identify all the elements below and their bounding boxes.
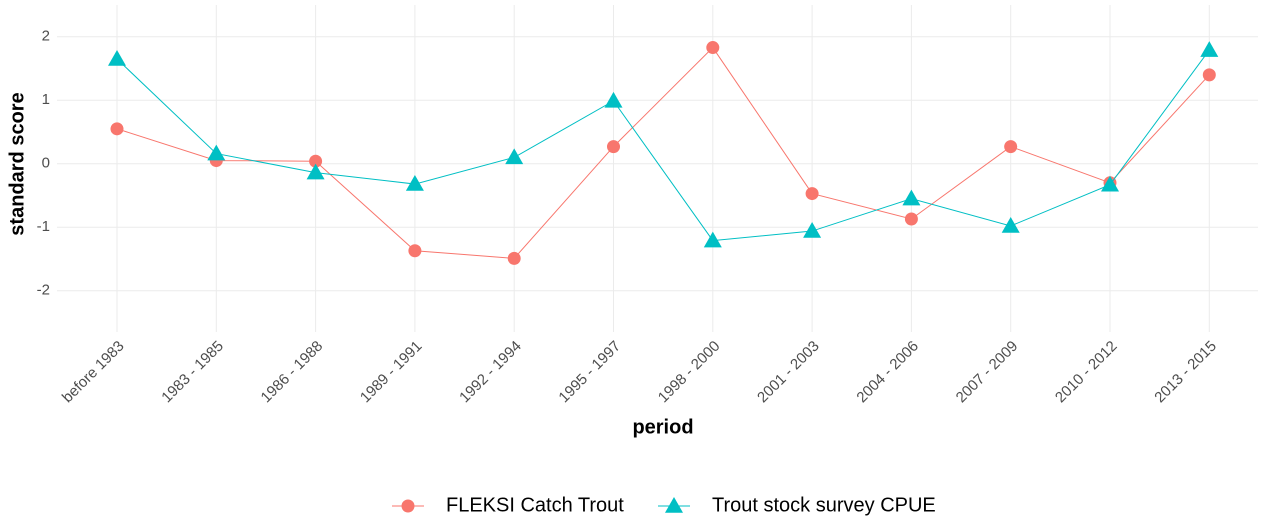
x-tick-label: 1995 - 1997 [555, 338, 624, 407]
point [405, 175, 424, 191]
point [902, 189, 921, 206]
x-tick-label: 1983 - 1985 [158, 338, 227, 407]
point [110, 122, 124, 136]
point [706, 41, 720, 55]
point [1001, 216, 1020, 233]
point [505, 148, 524, 165]
legend-marker [401, 499, 415, 513]
x-axis-title: period [632, 416, 693, 438]
legend-marker [665, 497, 683, 513]
y-tick-label: 1 [42, 91, 50, 108]
legend-label: Trout stock survey CPUE [712, 494, 936, 516]
line [116, 46, 1210, 259]
x-tick-label: 1989 - 1991 [357, 338, 426, 407]
point [805, 187, 819, 201]
point [1202, 68, 1216, 82]
point [607, 140, 620, 154]
x-tick-label: 1992 - 1994 [456, 338, 525, 407]
point [207, 144, 226, 161]
point [408, 244, 422, 258]
y-tick-label: -2 [37, 282, 50, 299]
series [110, 41, 1216, 265]
legend-item: Trout stock survey CPUE [658, 494, 936, 516]
x-tick-label: 1986 - 1988 [258, 338, 327, 407]
x-tick-label: 2007 - 2009 [953, 338, 1022, 407]
x-tick-label: 2004 - 2006 [853, 338, 922, 407]
series [108, 41, 1219, 248]
point [1200, 41, 1219, 57]
grid [57, 5, 1258, 332]
y-tick-label: 0 [42, 155, 50, 172]
y-tick-label: -1 [37, 218, 50, 235]
legend-label: FLEKSI Catch Trout [446, 494, 624, 516]
legend-item: FLEKSI Catch Trout [392, 494, 624, 516]
point [108, 49, 126, 66]
point [703, 231, 722, 248]
x-tick-label: 2013 - 2015 [1151, 338, 1220, 407]
x-tick-label: before 1983 [59, 338, 128, 407]
point [507, 251, 521, 265]
point [1101, 175, 1119, 192]
point [803, 222, 822, 238]
x-tick-label: 1998 - 2000 [655, 338, 724, 407]
line [116, 49, 1210, 242]
x-tick-label: 2010 - 2012 [1052, 338, 1121, 407]
point [306, 163, 325, 180]
point [904, 212, 918, 226]
point [1004, 140, 1018, 154]
x-tick-label: 2001 - 2003 [754, 338, 823, 407]
point [604, 91, 623, 108]
y-axis-title: standard score [6, 92, 28, 235]
point [309, 154, 323, 168]
y-tick-label: 2 [42, 28, 50, 45]
